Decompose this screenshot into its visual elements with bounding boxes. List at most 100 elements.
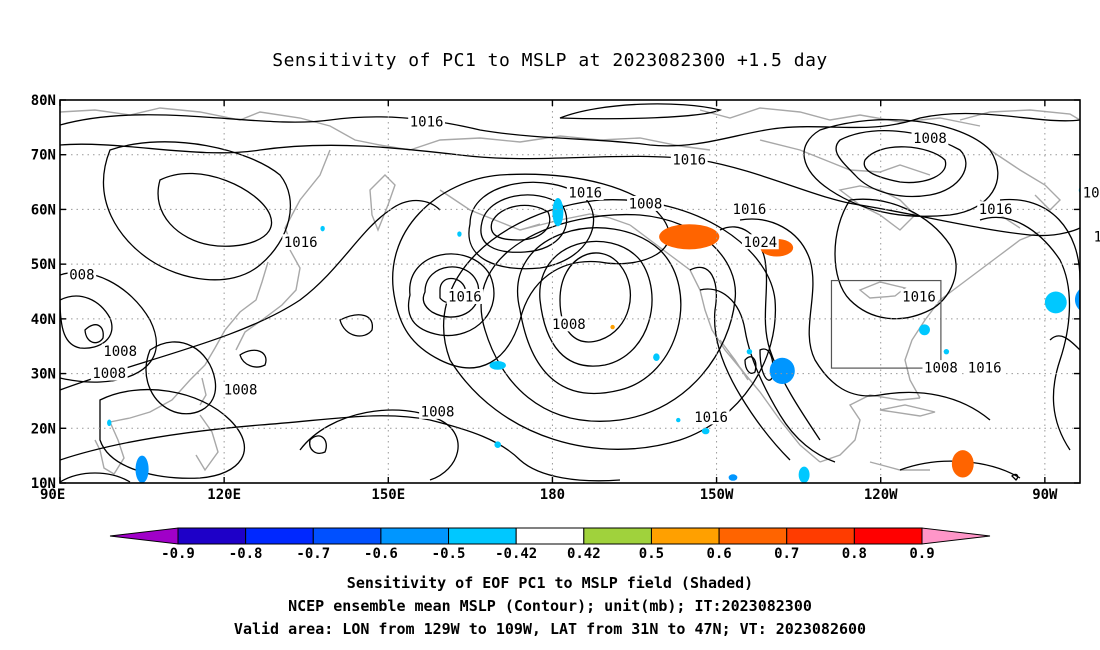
contour-label: 1000: [1083, 186, 1100, 202]
contour-label-bg: [222, 381, 259, 397]
contour-label: 1008: [629, 196, 663, 212]
colorbar-box: [853, 527, 923, 545]
sensitivity-patch: [610, 324, 615, 330]
colorbar-box: [650, 527, 720, 545]
contour-label: 1016: [284, 235, 318, 251]
colorbar-label: -0.7: [296, 546, 330, 562]
colorbar-label: -0.8: [229, 546, 263, 562]
sensitivity-patch: [943, 348, 950, 355]
contour-label-bg: [1081, 185, 1100, 201]
lon-tick-label: 180: [540, 487, 565, 503]
lon-tick-label: 90E: [40, 487, 65, 503]
colorbar: -0.9 -0.8 -0.7 -0.6 -0.5 -0.42 0.42 0.5 0.6 0.7 0.…: [109, 527, 991, 562]
colorbar-label: -0.6: [364, 546, 398, 562]
contour-label: 1008: [1094, 229, 1100, 245]
sensitivity-patch: [676, 417, 681, 423]
contour-label-bg: [408, 113, 445, 129]
sensitivity-shading: [107, 187, 1094, 483]
contour-label: 1016: [448, 289, 482, 305]
contour-label: 1016: [733, 202, 767, 218]
contour-label-bg: [731, 201, 768, 217]
lon-tick-label: 120W: [864, 487, 898, 503]
colorbar-label: 0.5: [639, 546, 664, 562]
caption-line-1: Sensitivity of EOF PC1 to MSLP field (Sh…: [346, 574, 754, 592]
colorbar-label: -0.42: [495, 546, 537, 562]
contour-label: 1016: [410, 114, 444, 130]
contour-label-bg: [566, 185, 604, 201]
sensitivity-patch: [769, 357, 795, 384]
sensitivity-patch: [552, 197, 564, 227]
contour-label: 1008: [421, 404, 455, 420]
colorbar-label: -0.5: [432, 546, 466, 562]
sensitivity-patch: [798, 466, 810, 483]
colorbar-label: 0.8: [842, 546, 867, 562]
colorbar-box: [718, 527, 788, 545]
sensitivity-patch: [951, 450, 974, 478]
contour-label: 1016: [979, 202, 1013, 218]
contour-label-bg: [446, 288, 484, 304]
sensitivity-patch: [457, 231, 462, 237]
contour-label: 1008: [924, 361, 958, 377]
colorbar-box: [583, 527, 652, 545]
colorbar-box: [312, 527, 382, 545]
sensitivity-patch: [701, 427, 710, 435]
contour-label: 1016: [694, 410, 728, 426]
contour-label: 1008: [92, 366, 126, 382]
lat-tick-label: 50N: [31, 257, 56, 273]
contour-label-bg: [101, 343, 139, 359]
lat-tick-label: 80N: [31, 93, 56, 109]
contour-label: 1024: [743, 235, 777, 251]
lon-tick-label: 120E: [207, 487, 241, 503]
contour-label-bg: [922, 360, 960, 376]
mslp-contours: [60, 103, 1080, 483]
sensitivity-patch: [135, 455, 149, 483]
lon-tick-label: 90W: [1032, 487, 1058, 503]
contour-label-bg: [550, 316, 588, 332]
sensitivity-patch: [1044, 291, 1067, 314]
lat-tick-label: 20N: [31, 421, 56, 437]
contour-label: 1016: [968, 361, 1002, 377]
sensitivity-patch: [1074, 288, 1080, 311]
sensitivity-patch: [489, 360, 506, 370]
sensitivity-patch: [746, 348, 753, 355]
contour-label-bg: [1097, 360, 1100, 376]
lon-tick-label: 150E: [371, 487, 405, 503]
contour-label-bg: [741, 234, 779, 250]
contour-label-bg: [692, 409, 730, 425]
caption-line-2: NCEP ensemble mean MSLP (Contour); unit(…: [288, 597, 812, 615]
map-title: Sensitivity of PC1 to MSLP at 2023082300…: [272, 50, 828, 71]
map-frame: [59, 99, 1081, 484]
colorbar-label: 0.6: [706, 546, 731, 562]
sensitivity-patch: [1083, 401, 1094, 428]
lat-tick-label: 30N: [31, 367, 56, 383]
contour-label-bg: [419, 403, 456, 419]
contour-label-bg: [90, 365, 128, 381]
colorbar-low-triangle: [109, 527, 179, 545]
lon-tick-label: 150W: [700, 487, 734, 503]
colorbar-box: [245, 527, 314, 545]
lat-tick-label: 60N: [31, 202, 56, 218]
contour-label-bg: [282, 234, 320, 250]
colorbar-label: 0.9: [909, 546, 934, 562]
sensitivity-patch: [494, 441, 501, 448]
sensitivity-patch: [728, 474, 738, 481]
colorbar-box: [177, 527, 247, 545]
colorbar-box: [380, 527, 450, 545]
coastlines: [60, 107, 1080, 475]
contour-label-bg: [1092, 228, 1100, 244]
colorbar-label: 0.7: [774, 546, 799, 562]
colorbar-label: -0.9: [161, 546, 195, 562]
contour-label-bg: [977, 201, 1015, 217]
valid-area-box: [830, 279, 942, 369]
colorbar-box: [448, 527, 517, 545]
colorbar-high-triangle: [921, 527, 991, 545]
caption-line-3: Valid area: LON from 129W to 109W, LAT f…: [233, 620, 867, 638]
lat-tick-label: 10N: [31, 476, 56, 492]
contour-label-bg: [966, 360, 1004, 376]
contour-label: 1008: [913, 131, 947, 147]
sensitivity-patch: [919, 324, 930, 336]
sensitivity-patch: [320, 225, 325, 232]
